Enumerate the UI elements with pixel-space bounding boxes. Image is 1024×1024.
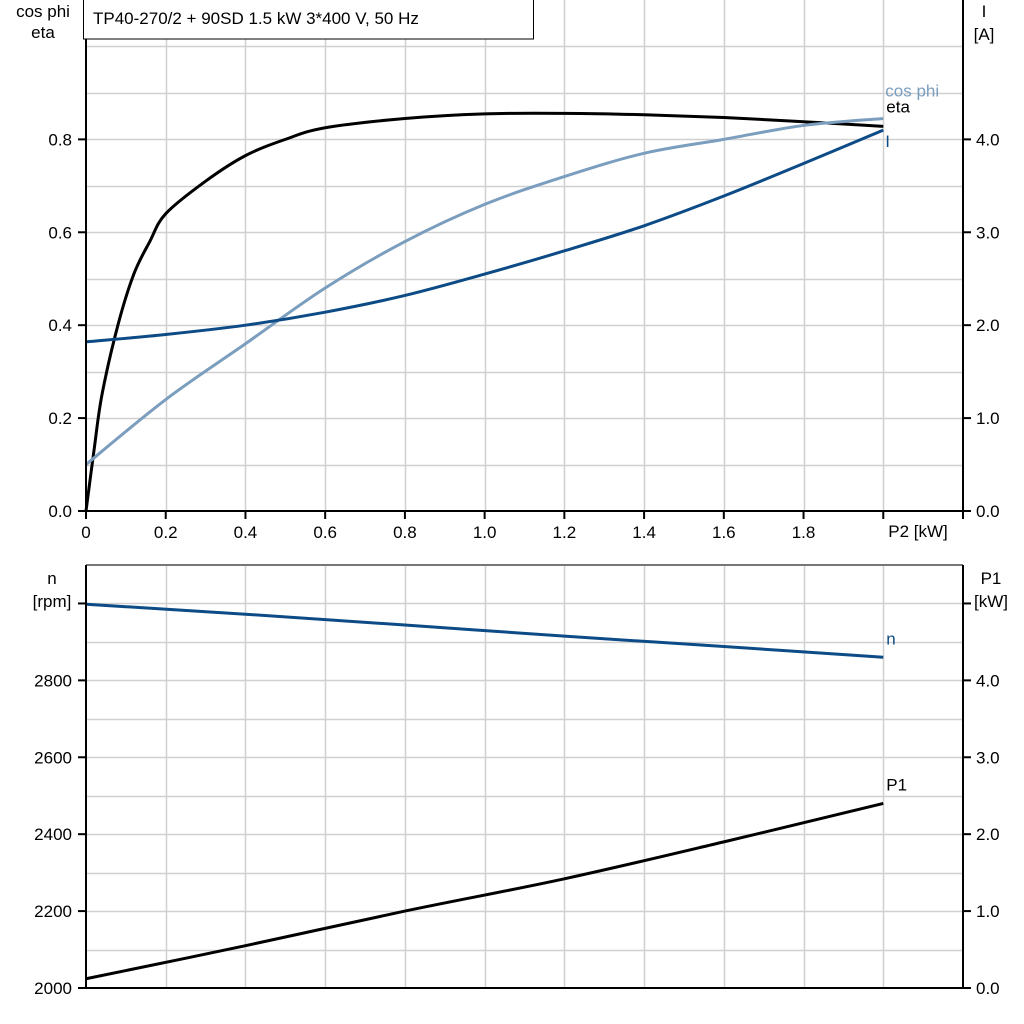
left-tick-label: 0.6 xyxy=(48,223,72,242)
x-tick-label: 1.0 xyxy=(473,523,497,542)
top-left-axis-label-1: cos phi xyxy=(16,2,70,21)
series-p1-line xyxy=(85,801,884,981)
x-tick-label: 0.2 xyxy=(154,523,178,542)
x-tick-label: 1.2 xyxy=(553,523,577,542)
x-tick-label: 0.8 xyxy=(393,523,417,542)
bottom-left-axis-label-2: [rpm] xyxy=(33,592,72,611)
left-tick-label: 0.8 xyxy=(48,130,72,149)
left-tick-label: 2800 xyxy=(34,671,72,690)
chart-title: TP40-270/2 + 90SD 1.5 kW 3*400 V, 50 Hz xyxy=(93,9,419,28)
labels: cos phi eta I [A] P2 [kW] n [rpm] P1 [kW… xyxy=(16,2,1008,611)
x-tick-label: 1.4 xyxy=(632,523,656,542)
series-eta-line xyxy=(84,111,884,512)
right-tick-label: 3.0 xyxy=(976,748,1000,767)
bottom-right-axis-label-2: [kW] xyxy=(974,592,1008,611)
x-tick-label: 0.6 xyxy=(313,523,337,542)
series-n-label: n xyxy=(886,629,895,648)
left-tick-label: 2400 xyxy=(34,825,72,844)
right-tick-label: 0.0 xyxy=(976,979,1000,998)
bottom-grid xyxy=(86,565,963,988)
right-tick-label: 3.0 xyxy=(976,223,1000,242)
top-right-axis-label-2: [A] xyxy=(974,25,995,44)
top-grid xyxy=(86,0,963,511)
bottom-right-axis-label-1: P1 xyxy=(981,569,1002,588)
right-tick-label: 1.0 xyxy=(976,409,1000,428)
left-tick-label: 0.2 xyxy=(48,409,72,428)
right-tick-label: 4.0 xyxy=(976,671,1000,690)
series-i-line xyxy=(85,128,884,344)
right-tick-label: 4.0 xyxy=(976,130,1000,149)
right-tick-label: 2.0 xyxy=(976,825,1000,844)
x-tick-label: 0 xyxy=(81,523,90,542)
axes: 0.0 0.2 0.4 0.6 0.8 0.0 1.0 2.0 3.0 4.0 0 0.2 0.4 0.6… xyxy=(34,0,1000,998)
right-tick-label: 1.0 xyxy=(976,902,1000,921)
right-tick-label: 0.0 xyxy=(976,502,1000,521)
series-i-label: I xyxy=(885,132,890,151)
left-tick-label: 2200 xyxy=(34,902,72,921)
left-tick-label: 2600 xyxy=(34,748,72,767)
x-axis-label: P2 [kW] xyxy=(888,522,948,541)
series-eta-label: eta xyxy=(886,97,910,116)
top-left-axis-label-2: eta xyxy=(31,23,55,42)
series-n-line xyxy=(85,602,884,659)
left-tick-label: 2000 xyxy=(34,979,72,998)
top-right-axis-label-1: I xyxy=(982,2,987,21)
x-tick-label: 1.6 xyxy=(712,523,736,542)
series-cos-phi-line xyxy=(85,116,884,466)
series-p1-label: P1 xyxy=(886,775,907,794)
title-box: TP40-270/2 + 90SD 1.5 kW 3*400 V, 50 Hz xyxy=(83,0,534,40)
right-tick-label: 2.0 xyxy=(976,316,1000,335)
x-tick-label: 0.4 xyxy=(234,523,258,542)
x-tick-label: 1.8 xyxy=(792,523,816,542)
left-tick-label: 0.0 xyxy=(48,502,72,521)
series-cos-phi-label: cos phi xyxy=(885,81,939,100)
bottom-left-axis-label-1: n xyxy=(47,569,56,588)
left-tick-label: 0.4 xyxy=(48,316,72,335)
